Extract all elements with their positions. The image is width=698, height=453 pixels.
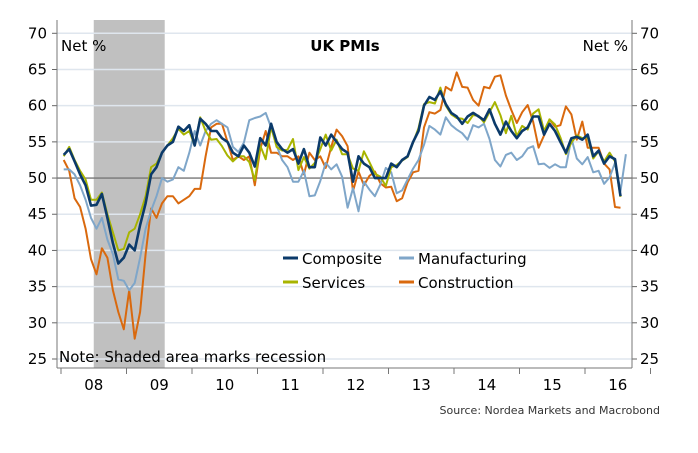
y-tick-label-left: 50 — [28, 169, 47, 187]
x-tick-label: 08 — [84, 376, 103, 394]
series-line-composite — [62, 89, 622, 265]
source-label: Source: Nordea Markets and Macrobond — [440, 404, 660, 417]
legend-item-construction: Construction — [399, 274, 514, 292]
legend-label-manufacturing: Manufacturing — [418, 250, 527, 268]
legend-item-manufacturing: Manufacturing — [399, 250, 527, 268]
x-tick-label: 09 — [150, 376, 169, 394]
y-tick-label-right: 50 — [640, 169, 659, 187]
y-tick-label-right: 30 — [640, 314, 659, 332]
x-tick-label: 16 — [608, 376, 627, 394]
x-tick-label: 12 — [346, 376, 365, 394]
legend-label-construction: Construction — [418, 274, 514, 292]
x-tick-label: 13 — [412, 376, 431, 394]
y-tick-label-right: 45 — [640, 205, 659, 223]
y-tick-label-right: 65 — [640, 60, 659, 78]
y-tick-label-left: 25 — [28, 350, 47, 368]
y-tick-label-right: 40 — [640, 241, 659, 259]
y-tick-label-right: 35 — [640, 278, 659, 296]
left-unit-label: Net % — [61, 37, 106, 55]
legend: Composite Manufacturing Services Constru… — [283, 250, 527, 292]
x-tick-label: 14 — [477, 376, 496, 394]
y-tick-label-right: 70 — [640, 24, 659, 42]
right-unit-label: Net % — [583, 37, 628, 55]
y-tick-label-left: 30 — [28, 314, 47, 332]
y-tick-label-right: 60 — [640, 97, 659, 115]
legend-item-services: Services — [283, 274, 365, 292]
recession-shading — [93, 20, 165, 368]
series-line-construction — [62, 71, 621, 340]
y-tick-label-left: 45 — [28, 205, 47, 223]
y-tick-label-left: 40 — [28, 241, 47, 259]
x-tick-label: 15 — [543, 376, 562, 394]
chart-title: UK PMIs — [310, 37, 380, 55]
y-tick-label-left: 35 — [28, 278, 47, 296]
y-tick-label-left: 65 — [28, 60, 47, 78]
recession-note: Note: Shaded area marks recession — [59, 348, 326, 366]
legend-label-services: Services — [302, 274, 365, 292]
legend-item-composite: Composite — [283, 250, 382, 268]
y-tick-label-left: 60 — [28, 97, 47, 115]
x-tick-label: 10 — [215, 376, 234, 394]
x-tick-label: 11 — [281, 376, 300, 394]
y-tick-label-right: 55 — [640, 133, 659, 151]
y-tick-label-left: 55 — [28, 133, 47, 151]
legend-label-composite: Composite — [302, 250, 382, 268]
series-line-manufacturing — [63, 111, 627, 292]
y-tick-label-left: 70 — [28, 24, 47, 42]
y-tick-label-right: 25 — [640, 350, 659, 368]
